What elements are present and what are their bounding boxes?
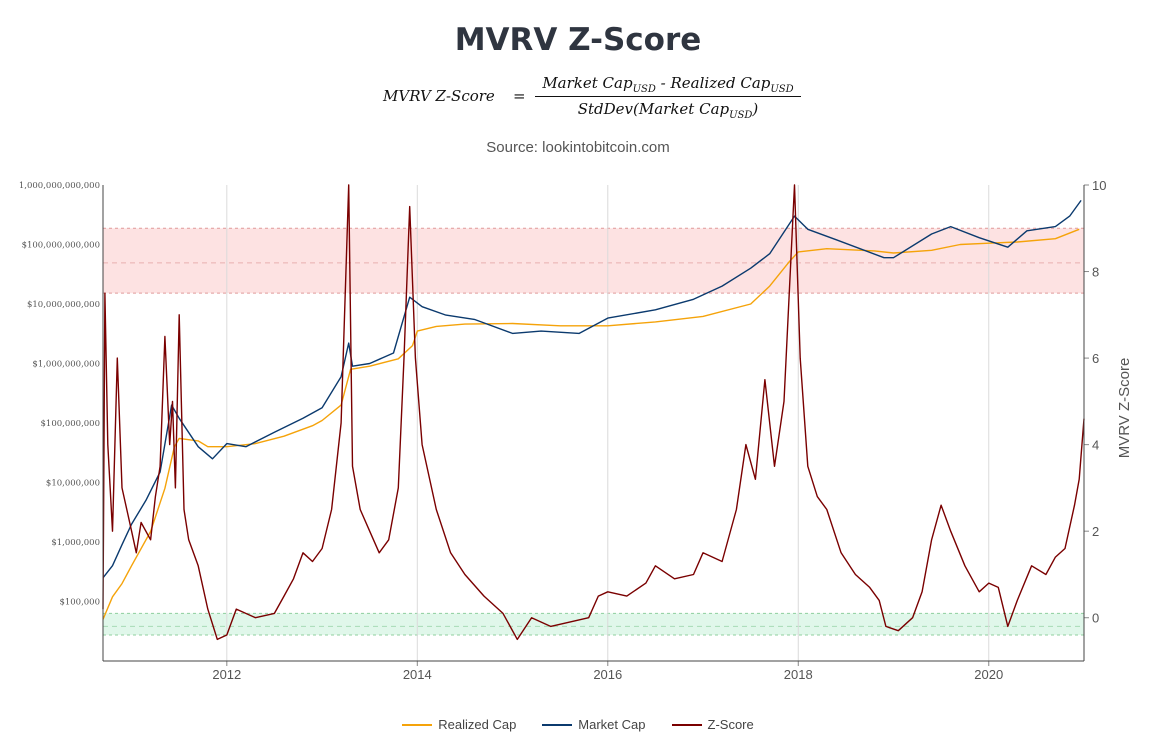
formula-den-sub: USD (729, 110, 753, 121)
chart-title: MVRV Z-Score (454, 22, 702, 58)
y-right-tick-label: 2 (1092, 524, 1099, 539)
y-left-tick-label: $100,000,000 (41, 419, 100, 429)
legend-item-market-cap[interactable]: Market Cap (542, 717, 646, 732)
legend-swatch (402, 723, 433, 726)
x-tick-label: 2016 (593, 667, 622, 682)
formula: MVRV Z-Score = Market CapUSD - Realized … (383, 72, 823, 124)
y-left-tick-label: $10,000,000 (46, 479, 100, 489)
realized-cap-line (102, 228, 1080, 620)
legend-label: Z-Score (707, 717, 754, 732)
formula-equals: = (513, 87, 526, 105)
x-tick-label: 2012 (212, 667, 241, 682)
gridlines (226, 185, 990, 661)
formula-denominator: StdDev(Market CapUSD) (533, 100, 803, 121)
y-left-tick-label: $100,000,000,000 (22, 241, 100, 251)
formula-num-b: Realized Cap (670, 74, 771, 92)
chart-source: Source: lookintobitcoin.com (486, 139, 670, 156)
formula-num-b-sub: USD (770, 84, 794, 95)
y-right-axis-title: MVRV Z-Score (1116, 358, 1133, 459)
market-cap-line (102, 199, 1082, 579)
legend-label: Market Cap (578, 717, 646, 732)
y-right-tick-label: 8 (1092, 265, 1099, 280)
fraction-bar (535, 96, 801, 97)
y-right-tick-label: 6 (1092, 351, 1099, 366)
red-band (103, 228, 1084, 294)
formula-den-a: StdDev(Market Cap (577, 100, 730, 118)
legend-item-realized-cap[interactable]: Realized Cap (402, 717, 516, 732)
y-right-tick-label: 10 (1092, 178, 1106, 193)
formula-num-a: Market Cap (542, 74, 633, 92)
y-left-tick-label: 1,000,000,000,000 (19, 181, 100, 191)
x-tick-label: 2018 (784, 667, 813, 682)
axes: 2012 2014 2016 2018 2020 1,000,000,000,000 $10… (19, 178, 1133, 682)
y-left-tick-label: $1,000,000,000 (32, 360, 100, 370)
legend-swatch (542, 723, 573, 726)
y-right-tick-label: 0 (1092, 611, 1099, 626)
green-band (103, 613, 1084, 636)
formula-den-b: ) (752, 100, 759, 118)
legend-swatch (671, 723, 702, 726)
formula-numerator: Market CapUSD - Realized CapUSD (533, 74, 803, 95)
series-layer (102, 184, 1085, 641)
band-layer (103, 227, 1084, 636)
y-left-tick-label: $1,000,000 (51, 538, 100, 548)
formula-lhs: MVRV Z-Score (383, 87, 495, 105)
x-tick-label: 2014 (403, 667, 432, 682)
y-left-tick-label: $100,000 (59, 598, 100, 608)
y-right-tick-label: 4 (1092, 438, 1099, 453)
z-score-line (102, 184, 1085, 641)
y-left-tick-label: $10,000,000,000 (27, 300, 100, 310)
formula-num-op: - (655, 74, 671, 92)
legend: Realized Cap Market Cap Z-Score (0, 717, 1156, 732)
formula-num-a-sub: USD (632, 84, 656, 95)
legend-item-z-score[interactable]: Z-Score (671, 717, 754, 732)
x-tick-label: 2020 (974, 667, 1003, 682)
legend-label: Realized Cap (438, 717, 517, 732)
